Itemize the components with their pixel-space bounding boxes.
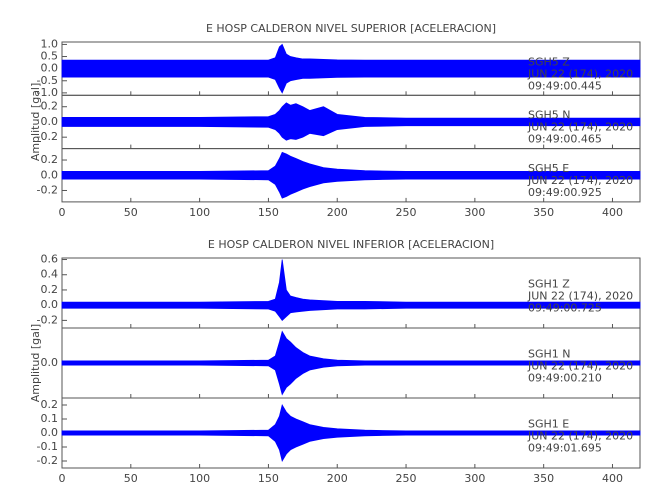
y-tick-label: -0.2 — [37, 454, 58, 467]
x-tick-label: 350 — [533, 206, 554, 219]
y-tick-label: 0.1 — [41, 412, 59, 425]
date-label: JUN 22 (174), 2020 — [527, 360, 633, 373]
station-label: SGH5 E — [528, 162, 569, 175]
date-label: JUN 22 (174), 2020 — [527, 174, 633, 187]
y-axis-label: Amplitud [gal] — [29, 324, 42, 402]
x-tick-label: 200 — [327, 472, 348, 485]
y-tick-label: 0.6 — [41, 253, 59, 266]
waveform-envelope — [61, 362, 641, 396]
y-axis-label: Amplitud [gal] — [29, 83, 42, 161]
date-label: JUN 22 (174), 2020 — [527, 290, 633, 303]
y-tick-label: 0.5 — [41, 50, 59, 63]
x-tick-label: 100 — [189, 206, 210, 219]
time-label: 09:49:00.925 — [528, 186, 602, 199]
x-tick-label: 300 — [464, 206, 485, 219]
waveform-envelope — [61, 68, 641, 94]
x-tick-label: 300 — [464, 472, 485, 485]
x-tick-label: 200 — [327, 206, 348, 219]
y-tick-label: 0.4 — [41, 268, 59, 281]
waveform-envelope — [61, 43, 641, 70]
chart-title: E HOSP CALDERON NIVEL INFERIOR [ACELERAC… — [208, 238, 494, 251]
y-tick-label: 0.0 — [41, 426, 59, 439]
y-tick-label: 0.0 — [41, 115, 59, 128]
waveform-envelope — [61, 403, 641, 434]
y-tick-label: -0.2 — [37, 313, 58, 326]
x-tick-label: 0 — [59, 472, 66, 485]
x-tick-label: 250 — [396, 206, 417, 219]
time-label: 09:49:00.210 — [528, 372, 602, 385]
waveform-envelope — [61, 330, 641, 364]
y-tick-label: 0.2 — [41, 153, 59, 166]
time-label: 09:49:01.695 — [528, 442, 602, 455]
station-label: SGH1 Z — [528, 278, 570, 291]
y-tick-label: 0.0 — [41, 298, 59, 311]
waveform-envelope — [61, 304, 641, 321]
y-tick-label: -0.2 — [37, 130, 58, 143]
y-tick-label: 0.0 — [41, 62, 59, 75]
station-label: SGH1 E — [528, 418, 569, 431]
y-tick-label: 0.2 — [41, 283, 59, 296]
x-tick-label: 50 — [124, 206, 138, 219]
x-tick-label: 150 — [258, 206, 279, 219]
y-tick-label: -0.5 — [37, 74, 58, 87]
waveform-envelope — [61, 121, 641, 141]
waveform-envelope — [61, 174, 641, 199]
station-label: SGH5 Z — [528, 55, 570, 68]
station-label: SGH1 N — [528, 348, 571, 361]
chart-title: E HOSP CALDERON NIVEL SUPERIOR [ACELERAC… — [206, 22, 496, 35]
time-label: 09:49:00.725 — [528, 302, 602, 315]
y-tick-label: 0.0 — [41, 356, 59, 369]
y-tick-label: 0.0 — [41, 168, 59, 181]
x-tick-label: 350 — [533, 472, 554, 485]
waveform-envelope — [61, 432, 641, 463]
date-label: JUN 22 (174), 2020 — [527, 121, 633, 134]
time-label: 09:49:00.445 — [528, 79, 602, 92]
y-tick-label: -0.2 — [37, 183, 58, 196]
y-tick-label: -1.0 — [37, 86, 58, 99]
y-tick-label: 1.0 — [41, 37, 59, 50]
x-tick-label: 150 — [258, 472, 279, 485]
x-tick-label: 100 — [189, 472, 210, 485]
time-label: 09:49:00.465 — [528, 133, 602, 146]
date-label: JUN 22 (174), 2020 — [527, 430, 633, 443]
waveform-envelope — [61, 102, 641, 123]
date-label: JUN 22 (174), 2020 — [527, 67, 633, 80]
y-tick-label: 0.2 — [41, 100, 59, 113]
station-label: SGH5 N — [528, 109, 571, 122]
x-tick-label: 250 — [396, 472, 417, 485]
waveform-envelope — [61, 151, 641, 176]
x-tick-label: 400 — [602, 206, 623, 219]
y-tick-label: 0.2 — [41, 398, 59, 411]
x-tick-label: 400 — [602, 472, 623, 485]
x-tick-label: 50 — [124, 472, 138, 485]
x-tick-label: 0 — [59, 206, 66, 219]
y-tick-label: -0.1 — [37, 440, 58, 453]
waveform-envelope — [61, 259, 641, 306]
